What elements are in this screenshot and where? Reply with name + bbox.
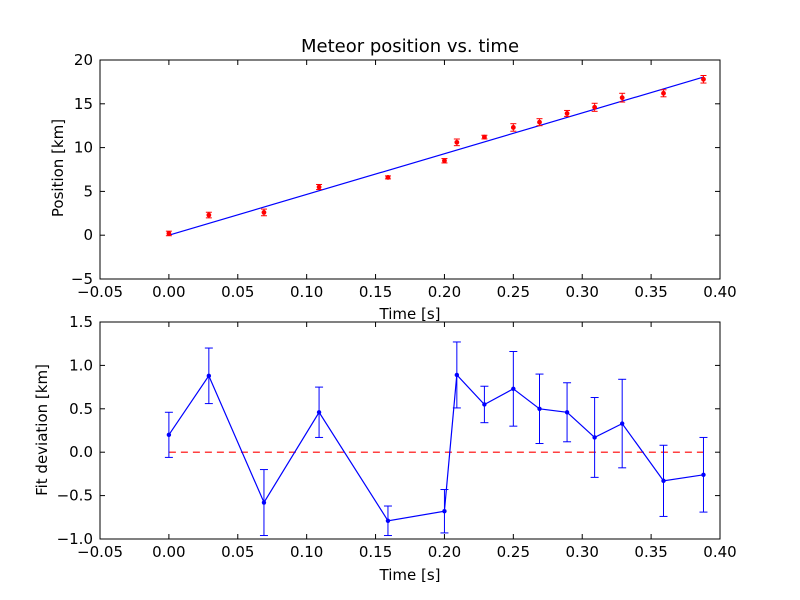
deviation-ytick-label: 0.0: [69, 443, 93, 461]
position-ytick-label: 0: [83, 226, 93, 244]
position-point: [166, 231, 172, 236]
position-xtick-label: 0.00: [152, 283, 185, 301]
deviation-xtick-label: 0.40: [703, 543, 736, 561]
fit-line: [168, 76, 704, 236]
deviation-chart: Time [s] Fit deviation [km] −0.05 0.00 0.0…: [33, 313, 737, 584]
position-point: [661, 90, 666, 96]
deviation-point: [442, 509, 447, 514]
position-chart-xlabel: Time [s]: [379, 305, 441, 323]
deviation-point: [661, 478, 666, 484]
position-point: [316, 184, 322, 190]
position-point: [442, 158, 447, 164]
deviation-xtick-label: −0.05: [77, 543, 123, 561]
position-xtick-label: 0.20: [428, 283, 461, 301]
position-xtick-label: 0.35: [634, 283, 667, 301]
deviation-point: [454, 372, 460, 378]
deviation-chart-ylabel: Fit deviation [km]: [33, 364, 51, 496]
position-point: [701, 76, 706, 82]
deviation-point: [206, 373, 212, 379]
position-point: [537, 119, 542, 125]
position-point: [454, 139, 460, 145]
position-point: [385, 174, 391, 180]
position-xtick-label: 0.30: [566, 283, 599, 301]
deviation-xtick-label: 0.10: [290, 543, 323, 561]
position-point: [619, 95, 625, 101]
position-xtick-label: 0.05: [221, 283, 254, 301]
position-point: [564, 111, 570, 116]
position-xtick-label: 0.25: [497, 283, 530, 301]
position-ytick-label: 10: [74, 139, 93, 157]
deviation-point: [619, 421, 625, 426]
deviation-point: [261, 500, 267, 505]
position-point: [482, 134, 487, 140]
position-point: [206, 212, 212, 218]
position-point: [592, 104, 598, 110]
deviation-xtick-label: 0.35: [634, 543, 667, 561]
deviation-point: [166, 432, 172, 438]
position-ytick-label: 5: [83, 182, 93, 200]
position-plot-frame: [99, 59, 721, 280]
deviation-point: [564, 410, 570, 415]
position-point: [510, 125, 516, 130]
position-point: [261, 210, 267, 215]
deviation-xtick-label: 0.15: [359, 543, 392, 561]
deviation-ytick-label: 1.0: [69, 356, 93, 374]
position-xtick-label: 0.15: [359, 283, 392, 301]
position-ytick-label: −5: [71, 270, 93, 288]
deviation-point: [316, 410, 322, 415]
deviation-point: [701, 472, 706, 477]
deviation-point: [511, 386, 516, 392]
position-chart-ylabel: Position [km]: [49, 119, 67, 217]
deviation-xtick-label: 0.20: [428, 543, 461, 561]
position-ytick-label: 20: [74, 51, 93, 69]
deviation-point: [537, 406, 542, 411]
position-chart: Meteor position vs. time Time [s] Positi…: [49, 36, 737, 323]
position-xtick-label: −0.05: [77, 283, 123, 301]
position-chart-title: Meteor position vs. time: [301, 36, 519, 57]
deviation-ytick-label: −0.5: [57, 487, 93, 505]
deviation-xtick-label: 0.25: [497, 543, 530, 561]
deviation-xtick-label: 0.30: [566, 543, 599, 561]
deviation-plot-frame: [99, 321, 721, 540]
position-xtick-label: 0.40: [703, 283, 736, 301]
deviation-ytick-label: −1.0: [57, 530, 93, 548]
deviation-point: [592, 435, 597, 440]
deviation-ytick-label: 1.5: [69, 313, 93, 331]
deviation-chart-xlabel: Time [s]: [379, 566, 441, 584]
deviation-point: [385, 518, 391, 523]
position-ytick-label: 15: [74, 95, 93, 113]
deviation-xtick-label: 0.05: [221, 543, 254, 561]
deviation-point: [482, 402, 487, 407]
deviation-xtick-label: 0.00: [152, 543, 185, 561]
position-xtick-label: 0.10: [290, 283, 323, 301]
deviation-ytick-label: 0.5: [69, 400, 93, 418]
